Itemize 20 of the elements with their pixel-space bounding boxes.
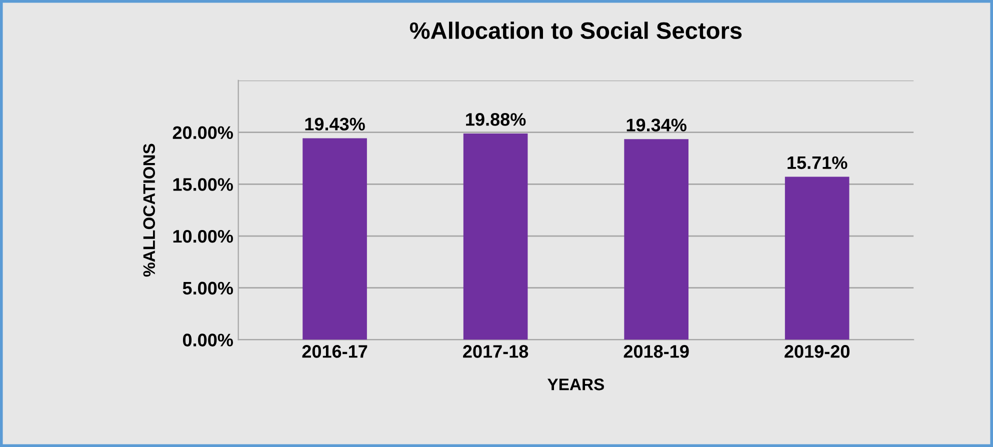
y-tick-label: 20.00% <box>172 126 233 140</box>
bar <box>302 138 367 340</box>
x-tick-label: 2019-20 <box>784 345 850 358</box>
data-label: 19.34% <box>626 118 686 132</box>
y-tick-label: 15.00% <box>173 178 233 191</box>
x-tick-label: 2018-19 <box>624 345 689 358</box>
y-tick-label: 5.00% <box>182 282 233 295</box>
x-tick-label: 2017-18 <box>463 345 528 358</box>
chart-title: %Allocation to Social Sectors <box>410 22 742 40</box>
bar <box>624 139 688 340</box>
x-axis-title: YEARS <box>548 378 604 390</box>
data-label: 19.88% <box>466 113 526 126</box>
x-tick-label: 2016-17 <box>302 345 368 358</box>
y-axis-title: %ALLOCATIONS <box>143 144 156 277</box>
bar <box>463 134 528 340</box>
y-tick-label: 0.00% <box>182 334 233 346</box>
data-label: 15.71% <box>788 156 848 170</box>
data-label: 19.43% <box>305 118 365 131</box>
bar <box>784 176 850 340</box>
y-tick-label: 10.00% <box>173 230 233 243</box>
